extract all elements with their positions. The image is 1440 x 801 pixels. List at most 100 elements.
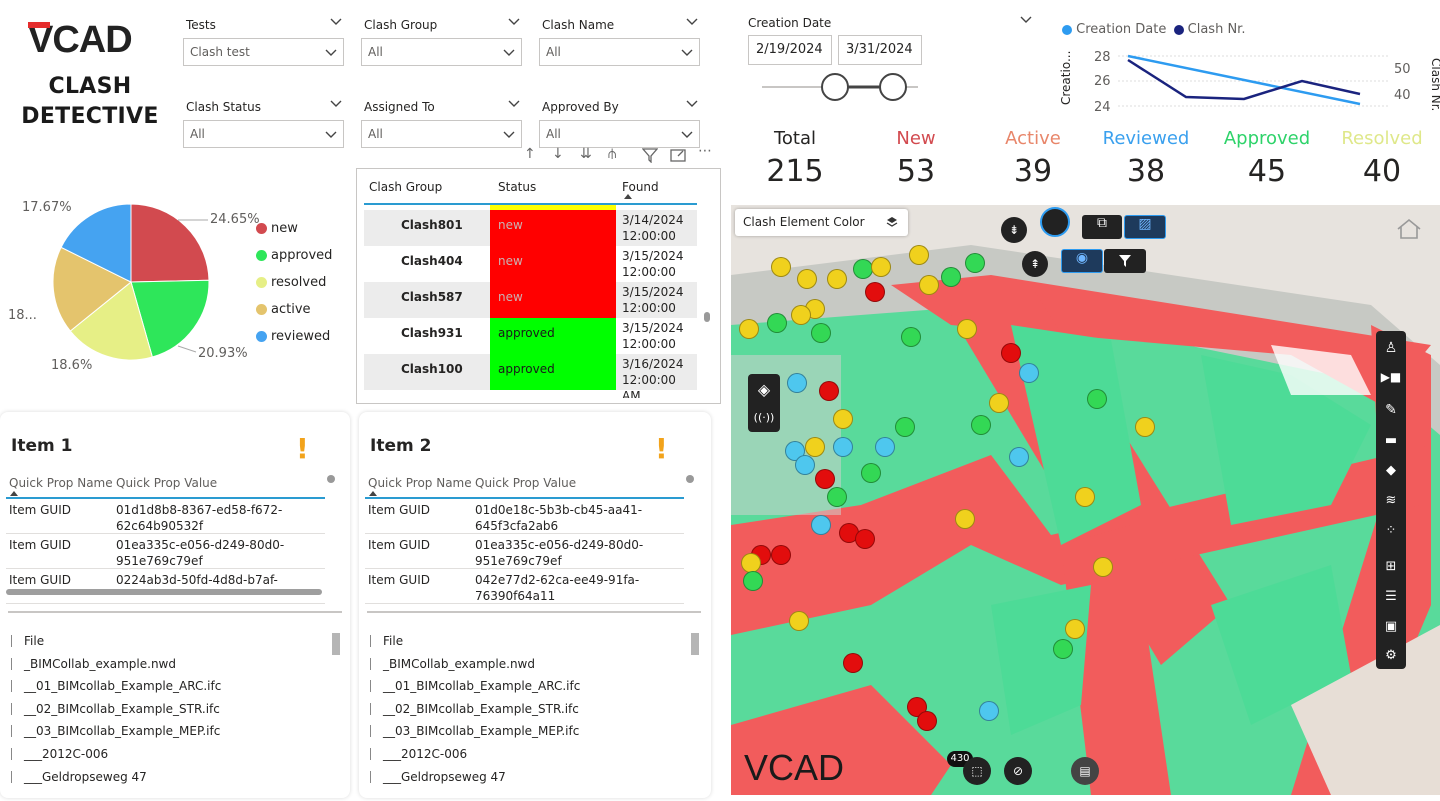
clash-marker[interactable] xyxy=(989,393,1009,413)
more-options-icon[interactable]: ⋯ xyxy=(698,143,712,159)
chevron-down-icon[interactable] xyxy=(330,98,342,108)
file-row[interactable]: __01_BIMcollab_Example_ARC.ifc xyxy=(383,679,581,694)
layer-stack-icon[interactable]: ☰ xyxy=(1385,588,1397,604)
slicer-clash-status[interactable]: Clash Status xyxy=(186,96,342,116)
file-row[interactable]: File xyxy=(383,634,404,648)
clash-marker[interactable] xyxy=(909,245,929,265)
stack-icon[interactable]: ≋ xyxy=(1385,492,1397,508)
file-row[interactable]: File xyxy=(24,634,45,648)
clash-marker[interactable] xyxy=(1093,557,1113,577)
clash-marker[interactable] xyxy=(843,653,863,673)
slicer-assigned-to-dropdown[interactable]: All xyxy=(361,120,522,148)
prop-scroll-thumb[interactable] xyxy=(686,475,694,483)
bim-3d-viewer[interactable] xyxy=(731,205,1440,795)
table-row[interactable]: Clash587 new 3/15/2024 12:00:00 AM xyxy=(364,282,697,331)
sort-descending-icon[interactable]: ↓ xyxy=(552,146,564,162)
clash-marker[interactable] xyxy=(919,275,939,295)
pie-slice-reviewed[interactable] xyxy=(60,203,132,283)
clash-marker[interactable] xyxy=(743,571,763,591)
clash-marker[interactable] xyxy=(739,319,759,339)
slicer-approved-by[interactable]: Approved By xyxy=(542,96,698,116)
cube-icon[interactable]: ◆ xyxy=(1386,462,1396,478)
folder-icon[interactable]: ▬ xyxy=(1384,432,1398,448)
clash-marker[interactable] xyxy=(805,437,825,457)
clash-marker[interactable] xyxy=(861,463,881,483)
measure-icon[interactable]: ✎ xyxy=(1385,402,1397,418)
file-row[interactable]: _BIMCollab_example.nwd xyxy=(383,656,535,671)
clash-marker[interactable] xyxy=(1001,343,1021,363)
prop-header-name[interactable]: Quick Prop Name xyxy=(368,476,472,490)
clash-marker[interactable] xyxy=(1075,487,1095,507)
sort-ascending-icon[interactable]: ↑ xyxy=(524,146,536,162)
clash-marker[interactable] xyxy=(875,437,895,457)
clash-marker[interactable] xyxy=(771,257,791,277)
date-start-input[interactable]: 2/19/2024 xyxy=(748,35,832,65)
slicer-approved-by-dropdown[interactable]: All xyxy=(539,120,700,148)
clash-marker[interactable] xyxy=(955,509,975,529)
clash-marker[interactable] xyxy=(1019,363,1039,383)
clash-marker[interactable] xyxy=(789,611,809,631)
viewer-up-arrow-button[interactable]: ⇟ xyxy=(1001,217,1027,243)
date-range-slider[interactable] xyxy=(760,70,920,104)
table-row[interactable]: Clash100 approved 3/16/2024 12:00:00 AM xyxy=(364,354,697,398)
clash-marker[interactable] xyxy=(1009,447,1029,467)
clash-marker[interactable] xyxy=(1135,417,1155,437)
chevron-down-icon[interactable] xyxy=(330,16,342,26)
chevron-down-icon[interactable] xyxy=(508,98,520,108)
section-box-button[interactable]: ⧉ xyxy=(1082,215,1122,239)
home-icon[interactable] xyxy=(1395,217,1423,241)
clash-marker[interactable] xyxy=(1065,619,1085,639)
cluster-icon[interactable]: ⁘ xyxy=(1385,522,1397,538)
xray-toggle-button[interactable]: ▨ xyxy=(1124,215,1166,239)
tree-icon[interactable]: ⊞ xyxy=(1385,558,1397,574)
selection-box-button[interactable]: ⬚ xyxy=(963,757,991,785)
filter-icon[interactable] xyxy=(642,147,658,163)
clash-marker[interactable] xyxy=(853,259,873,279)
file-row[interactable]: ___2012C-006 xyxy=(24,747,109,761)
prop-h-scrollbar[interactable] xyxy=(6,589,322,595)
clash-element-color-dropdown[interactable]: Clash Element Color xyxy=(735,209,908,236)
drill-down-icon[interactable]: ⇊ xyxy=(580,146,592,162)
signal-button[interactable]: ((·)) xyxy=(753,410,775,424)
save-button[interactable]: ▤ xyxy=(1071,757,1099,785)
chevron-down-icon[interactable] xyxy=(1020,14,1032,24)
clash-marker[interactable] xyxy=(797,269,817,289)
clash-marker[interactable] xyxy=(971,415,991,435)
clash-marker[interactable] xyxy=(833,437,853,457)
pie-slice-active[interactable] xyxy=(52,246,132,332)
table-row[interactable]: Clash404 new 3/15/2024 12:00:00 AM xyxy=(364,246,697,295)
clash-marker[interactable] xyxy=(1053,639,1073,659)
col-header-clash-group[interactable]: Clash Group xyxy=(369,180,443,194)
clash-table-visual[interactable] xyxy=(356,168,721,404)
col-header-status[interactable]: Status xyxy=(498,180,537,194)
clash-marker[interactable] xyxy=(811,515,831,535)
prop-header-value[interactable]: Quick Prop Value xyxy=(475,476,577,490)
clash-marker[interactable] xyxy=(901,327,921,347)
isolate-button[interactable]: ◉ xyxy=(1061,249,1103,273)
clash-marker[interactable] xyxy=(941,267,961,287)
file-row[interactable]: __01_BIMcollab_Example_ARC.ifc xyxy=(24,679,222,694)
slicer-clash-name-dropdown[interactable]: All xyxy=(539,38,700,66)
slicer-clash-group[interactable]: Clash Group xyxy=(364,14,520,34)
legend-item-active[interactable]: active xyxy=(256,302,311,317)
table-scrollbar[interactable] xyxy=(704,312,710,322)
clash-marker[interactable] xyxy=(811,323,831,343)
clash-marker[interactable] xyxy=(767,313,787,333)
camera-icon[interactable]: ▶■ xyxy=(1380,370,1402,384)
clash-marker[interactable] xyxy=(917,711,937,731)
file-row[interactable]: ___2012C-006 xyxy=(383,747,468,761)
clash-marker[interactable] xyxy=(833,409,853,429)
clash-marker[interactable] xyxy=(787,373,807,393)
file-row[interactable]: ___Geldropseweg 47 xyxy=(383,769,506,784)
clash-marker[interactable] xyxy=(771,545,791,565)
file-row[interactable]: __03_BIMcollab_Example_MEP.ifc xyxy=(383,724,580,739)
person-icon[interactable]: ♙ xyxy=(1384,340,1398,356)
viewer-filter-button[interactable] xyxy=(1104,249,1146,273)
pie-slice-resolved[interactable] xyxy=(69,281,153,361)
file-row[interactable]: __02_BIMcollab_Example_STR.ifc xyxy=(24,701,220,716)
slicer-tests-dropdown[interactable]: Clash test xyxy=(183,38,344,66)
date-end-input[interactable]: 3/31/2024 xyxy=(838,35,922,65)
clash-marker[interactable] xyxy=(741,553,761,573)
legend-item-reviewed[interactable]: reviewed xyxy=(256,329,330,344)
chevron-down-icon[interactable] xyxy=(686,98,698,108)
